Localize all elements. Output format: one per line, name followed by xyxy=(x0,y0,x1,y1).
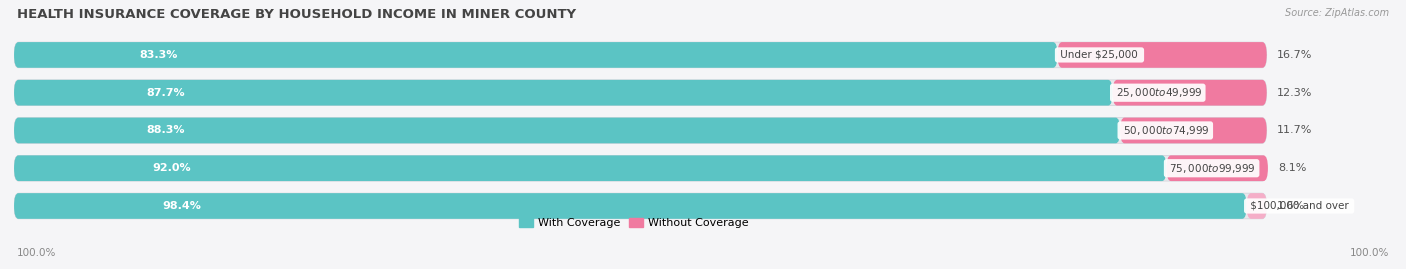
FancyBboxPatch shape xyxy=(1121,118,1267,143)
Text: 16.7%: 16.7% xyxy=(1277,50,1312,60)
FancyBboxPatch shape xyxy=(14,80,1112,105)
Legend: With Coverage, Without Coverage: With Coverage, Without Coverage xyxy=(515,214,754,233)
FancyBboxPatch shape xyxy=(14,42,1267,68)
Text: 88.3%: 88.3% xyxy=(146,125,186,136)
Text: 100.0%: 100.0% xyxy=(17,248,56,258)
FancyBboxPatch shape xyxy=(14,80,1267,105)
Text: 1.6%: 1.6% xyxy=(1277,201,1305,211)
FancyBboxPatch shape xyxy=(1247,193,1267,219)
FancyBboxPatch shape xyxy=(14,118,1267,143)
Text: 83.3%: 83.3% xyxy=(139,50,177,60)
Text: 11.7%: 11.7% xyxy=(1277,125,1312,136)
Text: $100,000 and over: $100,000 and over xyxy=(1247,201,1351,211)
Text: $50,000 to $74,999: $50,000 to $74,999 xyxy=(1121,124,1211,137)
FancyBboxPatch shape xyxy=(14,42,1057,68)
Text: $25,000 to $49,999: $25,000 to $49,999 xyxy=(1112,86,1204,99)
Text: 87.7%: 87.7% xyxy=(146,88,184,98)
FancyBboxPatch shape xyxy=(14,155,1267,181)
FancyBboxPatch shape xyxy=(1057,42,1267,68)
FancyBboxPatch shape xyxy=(14,193,1247,219)
FancyBboxPatch shape xyxy=(1167,155,1268,181)
Text: 100.0%: 100.0% xyxy=(1350,248,1389,258)
Text: Source: ZipAtlas.com: Source: ZipAtlas.com xyxy=(1285,8,1389,18)
Text: $75,000 to $99,999: $75,000 to $99,999 xyxy=(1167,162,1257,175)
Text: HEALTH INSURANCE COVERAGE BY HOUSEHOLD INCOME IN MINER COUNTY: HEALTH INSURANCE COVERAGE BY HOUSEHOLD I… xyxy=(17,8,576,21)
Text: 8.1%: 8.1% xyxy=(1278,163,1306,173)
Text: Under $25,000: Under $25,000 xyxy=(1057,50,1142,60)
FancyBboxPatch shape xyxy=(14,118,1121,143)
Text: 12.3%: 12.3% xyxy=(1277,88,1312,98)
FancyBboxPatch shape xyxy=(14,155,1167,181)
FancyBboxPatch shape xyxy=(1112,80,1267,105)
Text: 98.4%: 98.4% xyxy=(162,201,201,211)
Text: 92.0%: 92.0% xyxy=(152,163,191,173)
FancyBboxPatch shape xyxy=(14,193,1267,219)
